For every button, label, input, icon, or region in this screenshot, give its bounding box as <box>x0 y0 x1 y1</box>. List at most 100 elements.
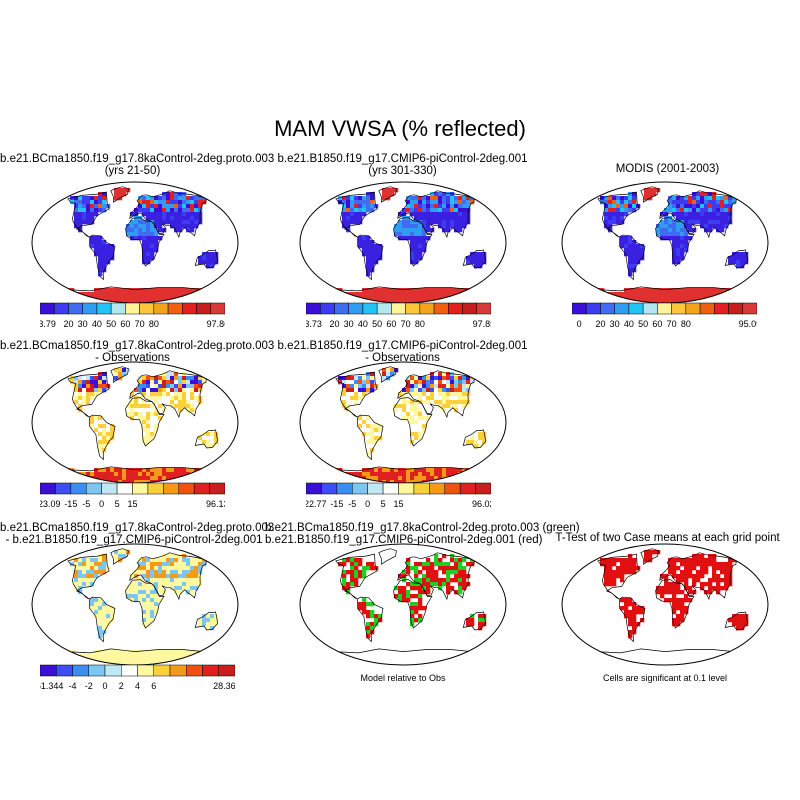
colorbar-tick-label: 50 <box>372 319 382 329</box>
panel-5-title-line-2: - Observations <box>365 352 440 364</box>
colorbar-swatch <box>178 482 195 495</box>
coastlines <box>332 548 486 665</box>
colorbar-tick-label: 97.85 <box>473 319 491 329</box>
colorbar-swatch <box>699 302 715 315</box>
colorbar-swatch <box>101 482 118 495</box>
coastline-greenland <box>378 366 397 383</box>
colorbar-swatch <box>125 302 140 315</box>
panel-7-colorbar: -61.344 -4 -2 0 2 4 6 28.368 <box>40 664 235 691</box>
colorbar-swatch <box>714 302 729 315</box>
colorbar-tick-label: -15 <box>64 499 77 509</box>
panel-7-map <box>31 543 239 666</box>
coastline-greenland <box>640 548 659 565</box>
colorbar-swatch <box>193 482 210 495</box>
panel-4-title: b.e21.BCma1850.f19_g17.8kaControl-2deg.p… <box>0 340 275 364</box>
panel-5-map <box>299 361 507 484</box>
colorbar-swatch <box>405 302 421 315</box>
coastline-south-america <box>356 414 384 461</box>
colorbar-swatch <box>671 302 687 315</box>
panel-4-title-line-1: b.e21.BCma1850.f19_g17.8kaControl-2deg.p… <box>0 340 275 352</box>
map-frame <box>299 543 507 666</box>
coastlines <box>332 186 486 303</box>
colorbar-swatch <box>116 482 133 495</box>
map-frame <box>31 361 239 484</box>
coastline-antarctica <box>594 286 735 303</box>
colorbar-tick-label: 0 <box>365 499 370 509</box>
coastline-north-america <box>335 553 378 600</box>
colorbar-swatch <box>110 302 126 315</box>
coastline-africa <box>655 217 695 267</box>
coastline-south-america <box>618 234 646 281</box>
colorbar-tick-label: 40 <box>624 319 634 329</box>
colorbar-tick-label: 6 <box>151 681 156 691</box>
colorbar-swatch <box>153 302 169 315</box>
panel-5-title: b.e21.B1850.f19_g17.CMIP6-piControl-2deg… <box>270 340 535 364</box>
coastline-eurasia <box>397 370 475 419</box>
colorbar-swatch <box>137 664 154 677</box>
panel-3-colorbar: 0 20 30 40 50 60 70 80 95.09 <box>572 302 757 329</box>
colorbar-tick-label: -61.344 <box>40 681 63 691</box>
coastline-greenland <box>110 366 129 383</box>
colorbar-swatch <box>585 302 601 315</box>
colorbar-swatch <box>209 482 225 495</box>
colorbar-swatch <box>306 302 321 315</box>
coastline-antarctica <box>64 286 205 303</box>
colorbar-swatch <box>210 302 225 315</box>
colorbar-swatch <box>186 664 203 677</box>
colorbar-swatch <box>742 302 757 315</box>
coastline-eurasia <box>397 190 475 239</box>
colorbar-swatch <box>319 302 335 315</box>
coastline-australia <box>724 249 748 269</box>
coastlines <box>332 366 486 483</box>
coastline-north-america <box>67 371 110 418</box>
panel-2-map <box>299 181 507 304</box>
panel-1-title: b.e21.BCma1850.f19_g17.8kaControl-2deg.p… <box>0 153 274 177</box>
panel-9-map <box>561 543 769 666</box>
colorbar-swatch <box>139 302 155 315</box>
colorbar-swatch <box>391 302 406 315</box>
coastline-eurasia <box>659 552 737 601</box>
colorbar-tick-label: 3.73 <box>306 319 322 329</box>
colorbar-tick-label: 30 <box>610 319 620 329</box>
coastline-africa <box>125 579 165 629</box>
map-frame <box>31 543 239 666</box>
coastline-south-america <box>356 234 384 281</box>
colorbar-swatch <box>82 302 98 315</box>
colorbar-tick-label: 15 <box>393 499 403 509</box>
colorbar-swatch <box>419 302 435 315</box>
panel-7-title-line-1: b.e21.BCma1850.f19_g17.8kaControl-2deg.p… <box>0 522 275 534</box>
colorbar-swatch <box>685 302 701 315</box>
colorbar-swatch <box>376 302 392 315</box>
panel-1-colorbar: 3.79 20 30 40 50 60 70 80 97.86 <box>40 302 225 329</box>
colorbar-swatch <box>147 482 164 495</box>
colorbar-tick-label: 96.02 <box>472 499 491 509</box>
colorbar-tick-label: 5 <box>115 499 120 509</box>
panel-1-map <box>31 181 239 304</box>
colorbar-swatch <box>96 302 112 315</box>
colorbar-swatch <box>40 302 55 315</box>
coastline-australia <box>462 249 486 269</box>
colorbar-swatch <box>218 664 235 677</box>
colorbar-swatch <box>600 302 615 315</box>
panel-2-title-line-2: (yrs 301-330) <box>368 165 437 177</box>
map-field <box>600 550 749 639</box>
panel-4-title-line-2: - Observations <box>95 352 170 364</box>
coastline-north-america <box>67 553 110 600</box>
coastline-greenland <box>640 186 659 203</box>
coastline-south-america <box>356 596 384 643</box>
colorbar-swatch <box>70 482 87 495</box>
colorbar-tick-label: 80 <box>415 319 425 329</box>
map-frame <box>299 181 507 304</box>
coastline-north-america <box>67 191 110 238</box>
colorbar-swatch <box>657 302 672 315</box>
coastline-greenland <box>378 186 397 203</box>
panel-5-colorbar: -22.77 -15 -5 0 5 15 96.02 <box>306 482 491 509</box>
coastline-south-america <box>618 596 646 643</box>
colorbar-swatch <box>334 302 349 315</box>
panel-7-title-line-2: - b.e21.B1850.f19_g17.CMIP6-piControl-2d… <box>5 534 263 546</box>
colorbar-swatch <box>459 482 476 495</box>
colorbar-swatch <box>86 482 102 495</box>
colorbar-tick-label: 97.86 <box>207 319 225 329</box>
colorbar-swatch <box>614 302 630 315</box>
panel-1-title-line-2: (yrs 21-50) <box>104 165 161 177</box>
